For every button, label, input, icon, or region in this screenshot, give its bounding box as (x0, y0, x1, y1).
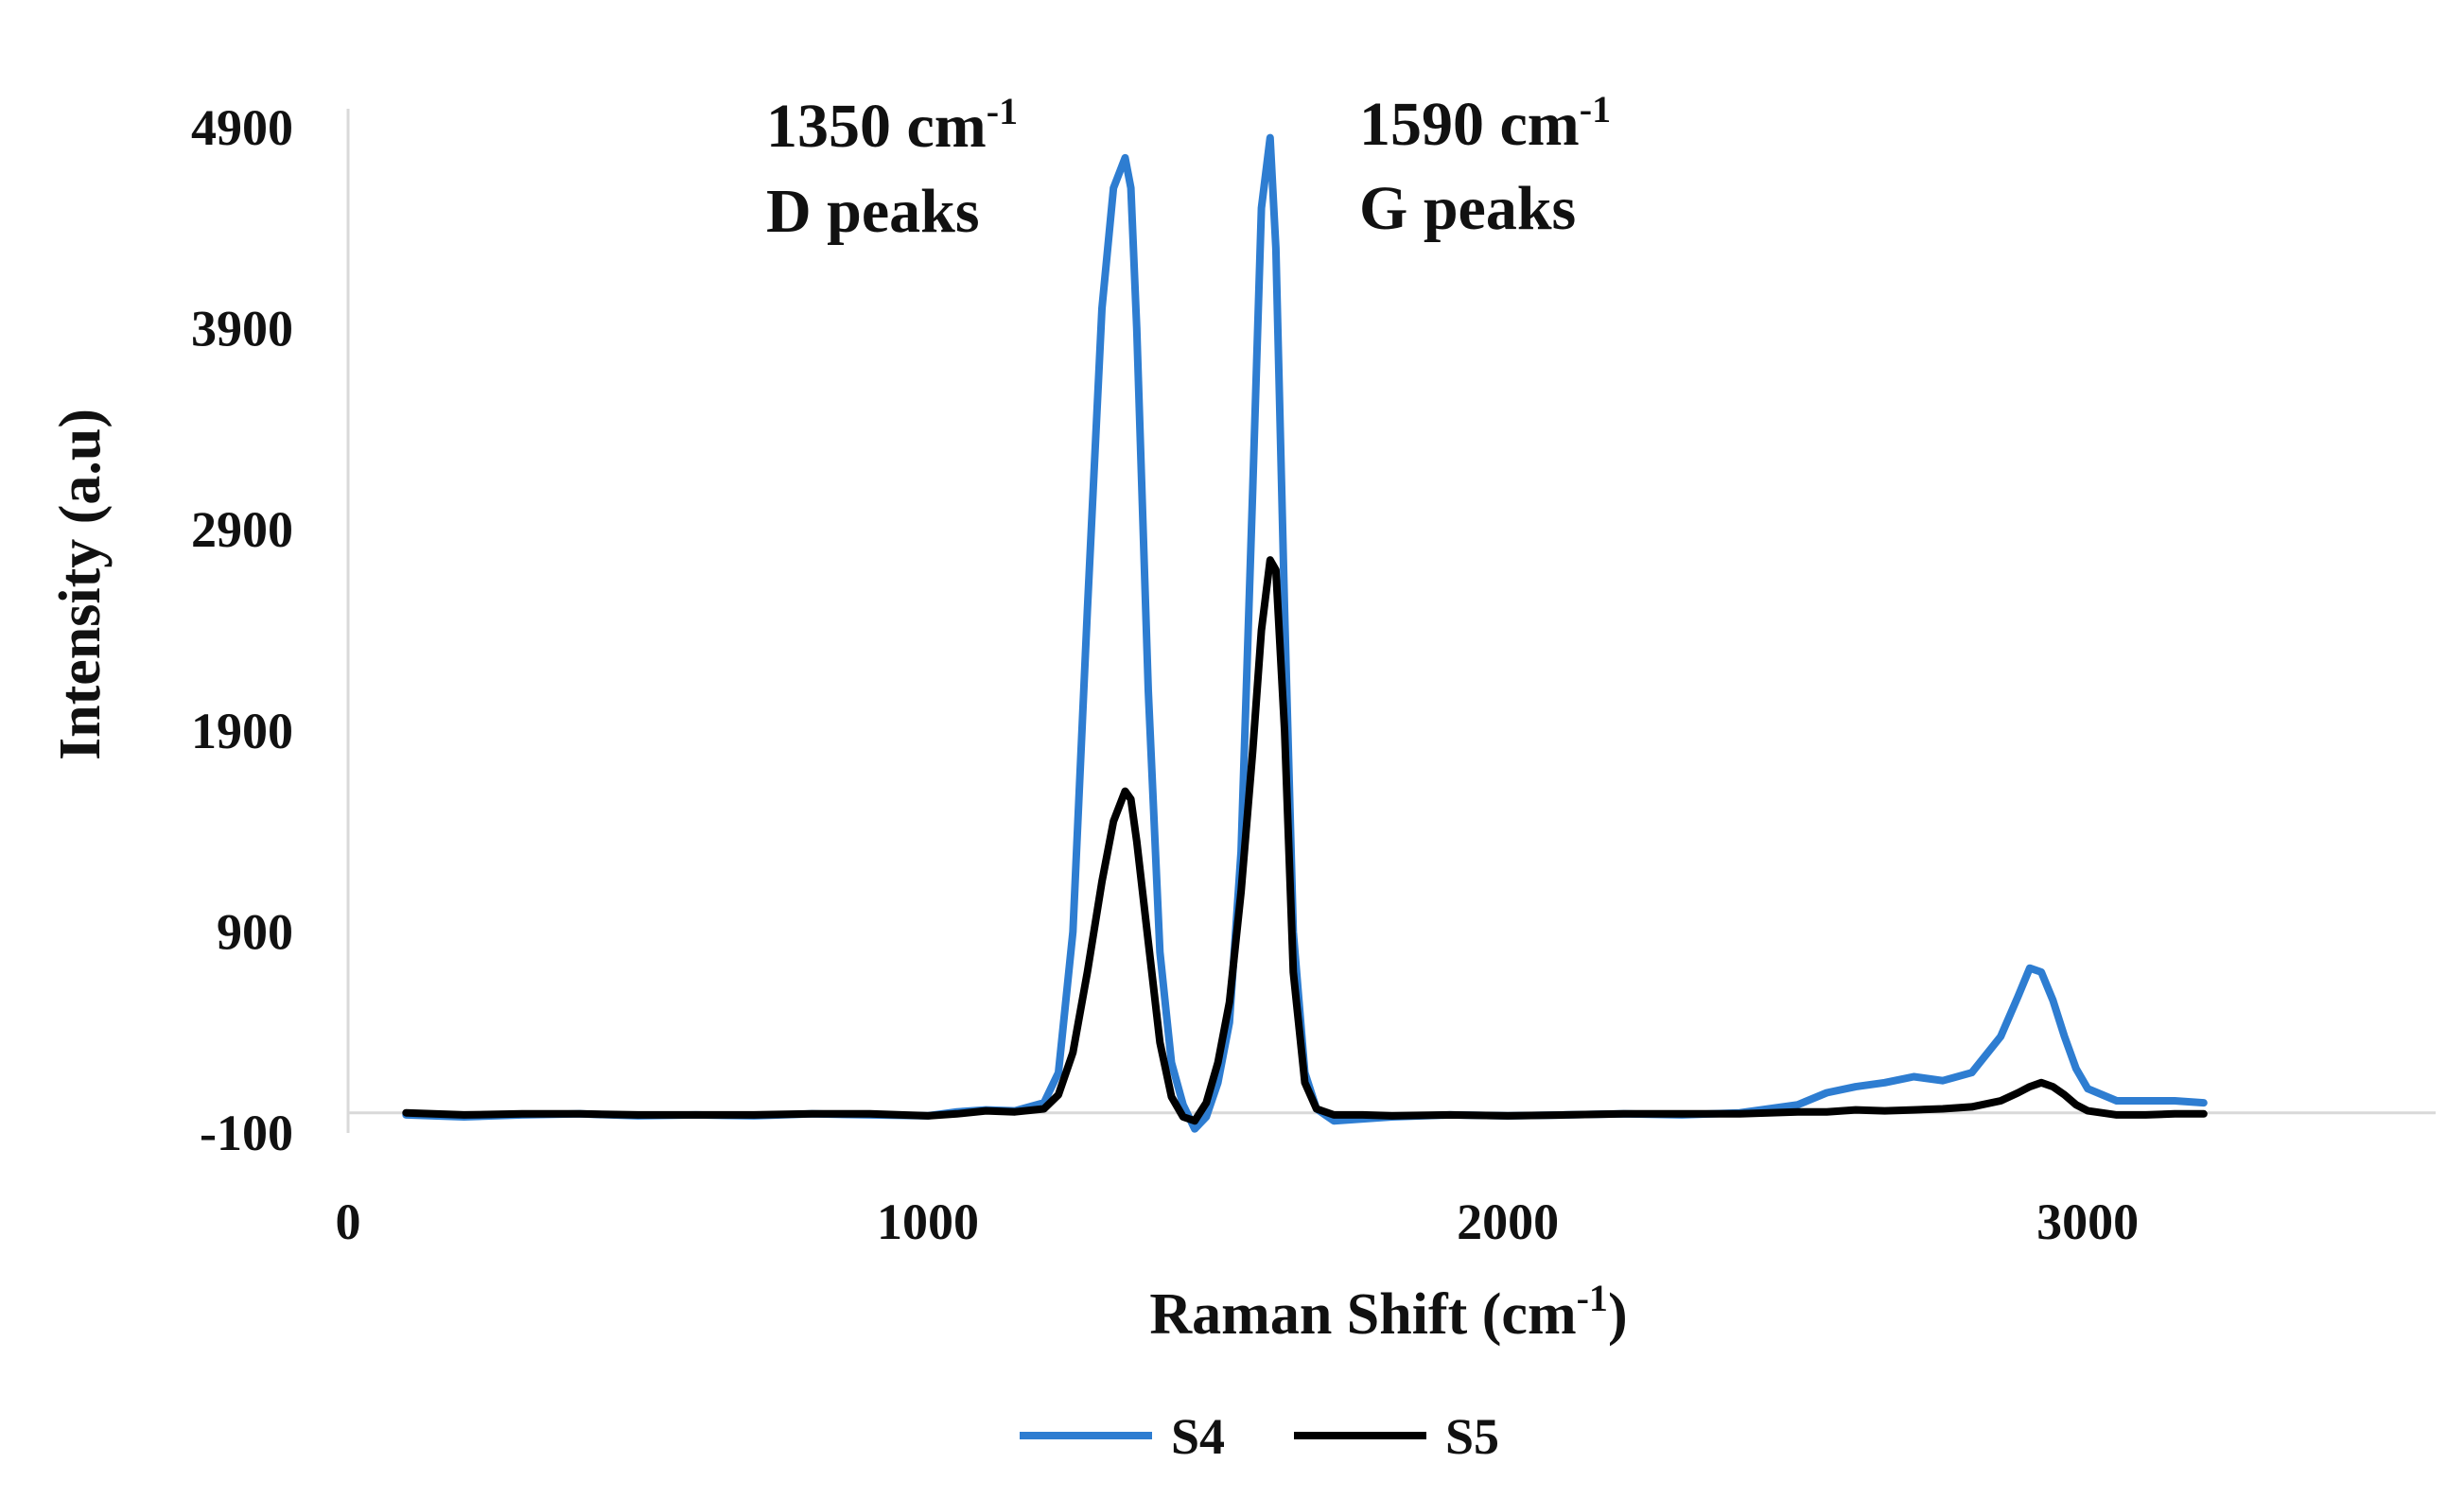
annotation-d-peak-sup: -1 (987, 90, 1018, 132)
annotation-d-peak-line1: 1350 cm (766, 92, 987, 161)
y-tick-label: 4900 (191, 99, 293, 156)
y-tick-label: 900 (217, 903, 293, 960)
y-tick-label: 2900 (191, 501, 293, 558)
y-tick-label: 1900 (191, 703, 293, 759)
x-axis-title: Raman Shift (cm-1) (1149, 1277, 1627, 1347)
x-tick-label: 3000 (2036, 1193, 2139, 1250)
series-line-s4 (402, 133, 2208, 1133)
series-layer (402, 133, 2208, 1133)
annotation-g-peak-line1: 1590 cm (1359, 90, 1580, 159)
legend: S4 S5 (1020, 1408, 1499, 1465)
x-axis-title-main: Raman Shift (cm (1149, 1282, 1576, 1347)
x-axis-title-close: ) (1608, 1282, 1628, 1347)
y-axis-title: Intensity (a.u) (48, 409, 113, 760)
x-tick-label: 1000 (877, 1193, 979, 1250)
series-line-s5 (402, 556, 2208, 1125)
axes: -100 900 1900 2900 3900 4900 0 1000 2000 3000 (191, 99, 2436, 1250)
annotation-g-peak-sup: -1 (1580, 88, 1611, 131)
x-tick-label: 0 (336, 1193, 361, 1250)
y-tick-label: -100 (200, 1105, 293, 1161)
y-tick-label: 3900 (191, 301, 293, 357)
annotation-g-peak: 1590 cm-1 (1359, 88, 1611, 159)
annotation-g-peak-label: G peaks (1359, 174, 1576, 243)
annotation-d-peak: 1350 cm-1 (766, 90, 1018, 161)
x-tick-label: 2000 (1457, 1193, 1559, 1250)
annotation-d-peak-label: D peaks (766, 177, 980, 246)
x-axis-title-sup: -1 (1577, 1277, 1608, 1319)
legend-label-s4: S4 (1171, 1408, 1225, 1465)
legend-label-s5: S5 (1445, 1408, 1499, 1465)
